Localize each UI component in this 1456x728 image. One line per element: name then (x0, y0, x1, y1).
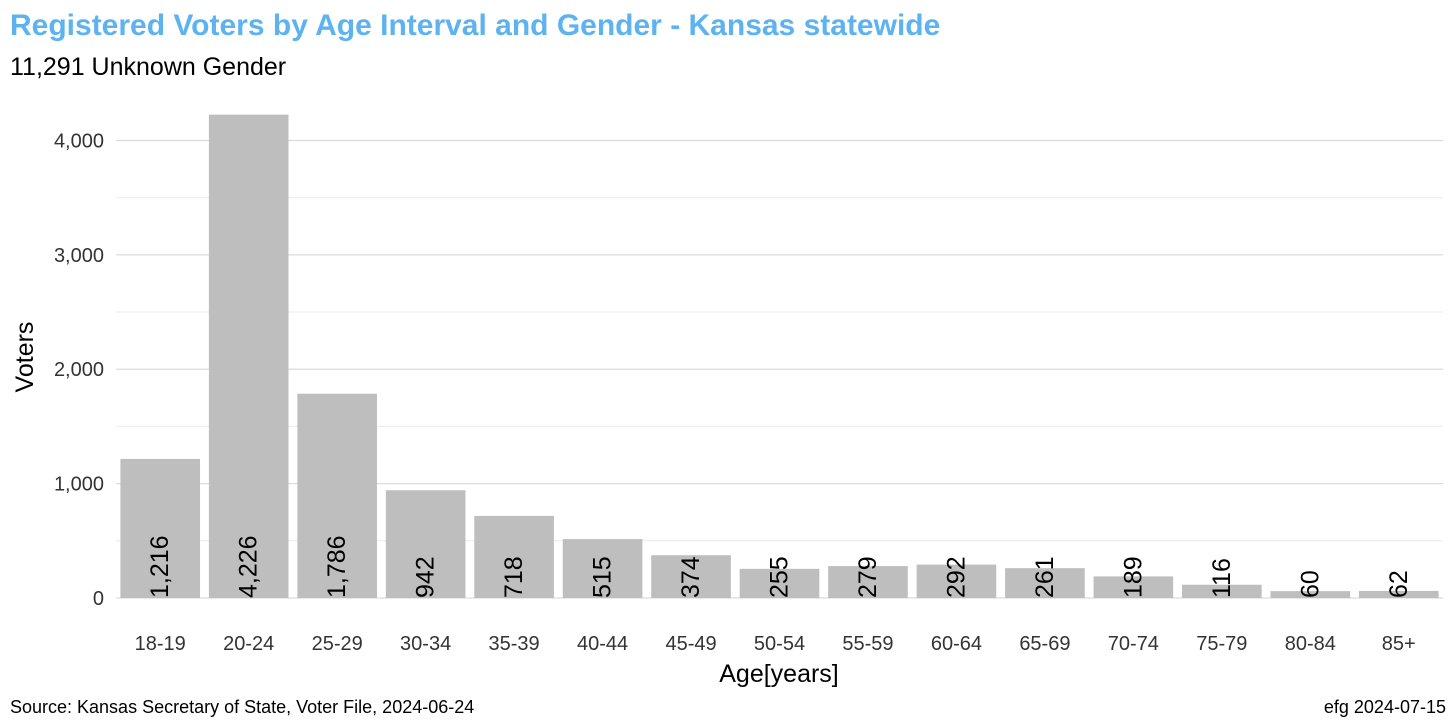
bar-value-label: 1,786 (323, 535, 351, 598)
bar (1005, 568, 1085, 598)
bar-value-label: 60 (1296, 570, 1324, 598)
bar (297, 393, 377, 598)
bar-value-label: 292 (942, 556, 970, 598)
bar-value-label: 62 (1385, 570, 1413, 598)
bar-value-label: 255 (766, 556, 794, 598)
bar-value-label: 374 (677, 556, 705, 598)
y-tick-label: 0 (93, 588, 104, 610)
bar (828, 566, 908, 598)
source-caption: Source: Kansas Secretary of State, Voter… (10, 697, 474, 717)
bar (474, 515, 554, 598)
y-tick-label: 3,000 (54, 245, 104, 267)
bar (208, 114, 289, 598)
bar (120, 458, 201, 598)
bar-value-label: 189 (1119, 556, 1147, 598)
x-tick-label: 75-79 (1196, 633, 1247, 655)
bar-value-label: 515 (589, 556, 617, 598)
y-axis-title: Voters (11, 322, 39, 393)
bar (1182, 584, 1262, 598)
bar-value-label: 1,216 (146, 535, 174, 598)
chart-title: Registered Voters by Age Interval and Ge… (10, 9, 940, 42)
bar-value-label: 718 (500, 556, 528, 598)
bar (739, 568, 820, 598)
author-caption: efg 2024-07-15 (1324, 697, 1446, 717)
bar (562, 539, 643, 598)
bar-value-label: 116 (1208, 558, 1236, 598)
x-tick-label: 18-19 (135, 633, 186, 655)
bar (1270, 591, 1351, 598)
y-tick-label: 4,000 (54, 130, 104, 152)
x-tick-label: 45-49 (665, 633, 716, 655)
y-axis-ticks: 0 1,000 2,000 3,000 4,000 (54, 130, 104, 610)
bar (1358, 590, 1439, 598)
x-tick-label: 85+ (1382, 633, 1416, 655)
bar-value-label: 942 (412, 556, 440, 598)
bar (1093, 576, 1174, 598)
x-tick-label: 70-74 (1108, 633, 1159, 655)
bar-value-label: 279 (854, 556, 882, 598)
x-axis-title: Age[years] (719, 660, 839, 688)
bar-value-label: 4,226 (235, 535, 263, 598)
x-tick-label: 20-24 (223, 633, 274, 655)
chart-subtitle: 11,291 Unknown Gender (10, 53, 286, 81)
x-tick-label: 25-29 (312, 633, 363, 655)
bar (385, 490, 466, 598)
x-tick-label: 35-39 (489, 633, 540, 655)
y-tick-label: 1,000 (54, 474, 104, 496)
x-tick-label: 65-69 (1019, 633, 1070, 655)
x-tick-label: 30-34 (400, 633, 451, 655)
bar (651, 555, 731, 598)
bar-value-label: 261 (1031, 556, 1059, 598)
x-tick-label: 60-64 (931, 633, 982, 655)
x-tick-label: 40-44 (577, 633, 628, 655)
bar-labels: 1,216 4,226 1,786 942 718 515 374 255 279 292 261 1… (146, 535, 1413, 598)
x-tick-label: 55-59 (842, 633, 893, 655)
x-axis-ticks: 18-19 20-24 25-29 30-34 35-39 40-44 45-49 50-54… (135, 633, 1416, 655)
bars (120, 114, 1439, 598)
x-tick-label: 50-54 (754, 633, 805, 655)
x-tick-label: 80-84 (1285, 633, 1336, 655)
y-tick-label: 2,000 (54, 359, 104, 381)
bar (916, 564, 997, 598)
